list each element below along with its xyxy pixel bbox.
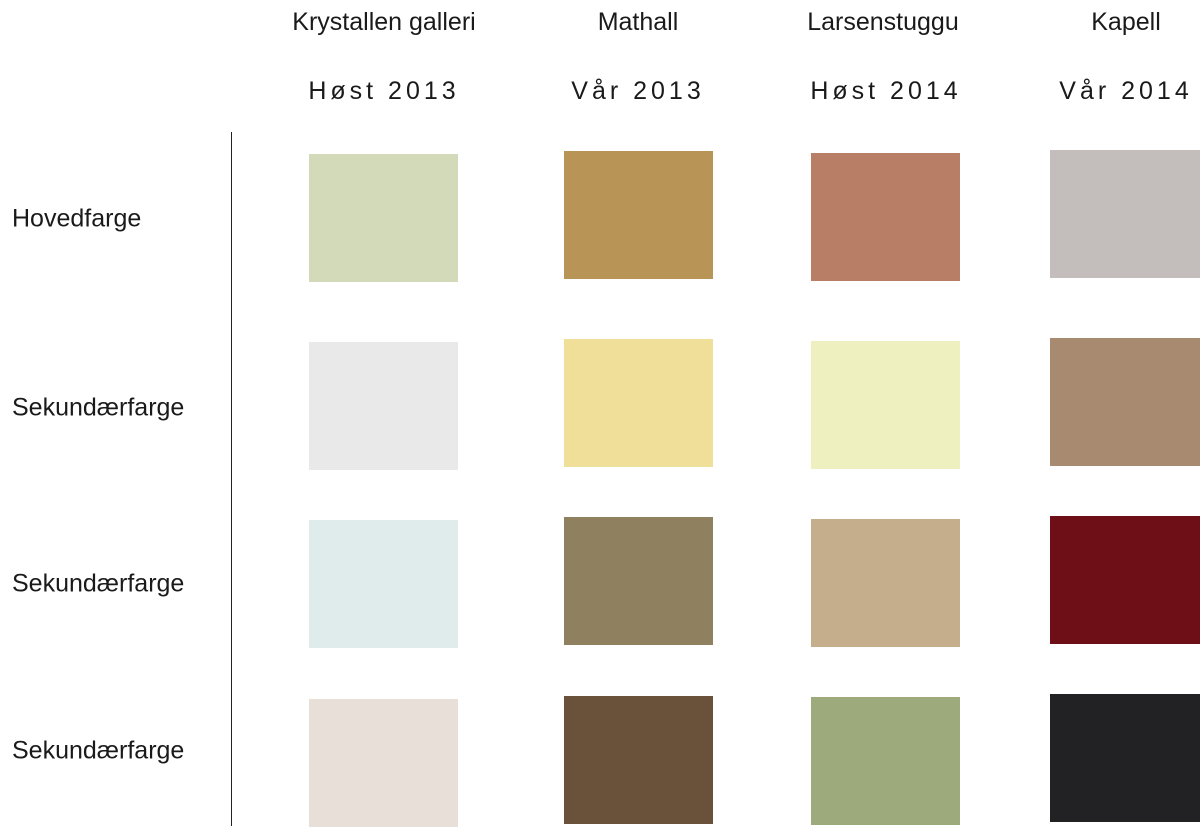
column-title-krystallen-galleri: Krystallen galleri xyxy=(292,8,476,36)
swatch-sekundaerfarge-1-larsenstuggu xyxy=(811,341,960,469)
swatch-sekundaerfarge-3-larsenstuggu xyxy=(811,697,960,825)
swatch-sekundaerfarge-2-krystallen-galleri xyxy=(309,520,458,648)
row-label-sekundaerfarge-2: Sekundærfarge xyxy=(12,569,185,598)
swatch-hovedfarge-kapell xyxy=(1050,150,1200,278)
row-label-hovedfarge: Hovedfarge xyxy=(12,204,142,233)
swatch-sekundaerfarge-2-kapell xyxy=(1050,516,1200,644)
column-season-mathall: Vår 2013 xyxy=(571,77,705,105)
column-title-mathall: Mathall xyxy=(597,8,679,36)
swatch-sekundaerfarge-1-kapell xyxy=(1050,338,1200,466)
row-label-sekundaerfarge-3: Sekundærfarge xyxy=(12,736,185,765)
swatch-sekundaerfarge-2-larsenstuggu xyxy=(811,519,960,647)
column-title-kapell: Kapell xyxy=(1091,8,1161,36)
vertical-divider xyxy=(231,132,232,826)
row-label-sekundaerfarge-1: Sekundærfarge xyxy=(12,393,185,422)
swatch-sekundaerfarge-3-krystallen-galleri xyxy=(309,699,458,827)
column-season-krystallen-galleri: Høst 2013 xyxy=(308,77,460,105)
swatch-sekundaerfarge-1-krystallen-galleri xyxy=(309,342,458,470)
swatch-hovedfarge-mathall xyxy=(564,151,713,279)
swatch-sekundaerfarge-3-mathall xyxy=(564,696,713,824)
column-season-kapell: Vår 2014 xyxy=(1059,77,1193,105)
column-season-larsenstuggu: Høst 2014 xyxy=(810,77,962,105)
swatch-sekundaerfarge-3-kapell xyxy=(1050,694,1200,822)
column-title-larsenstuggu: Larsenstuggu xyxy=(807,8,959,36)
swatch-hovedfarge-larsenstuggu xyxy=(811,153,960,281)
swatch-hovedfarge-krystallen-galleri xyxy=(309,154,458,282)
swatch-sekundaerfarge-2-mathall xyxy=(564,517,713,645)
swatch-sekundaerfarge-1-mathall xyxy=(564,339,713,467)
